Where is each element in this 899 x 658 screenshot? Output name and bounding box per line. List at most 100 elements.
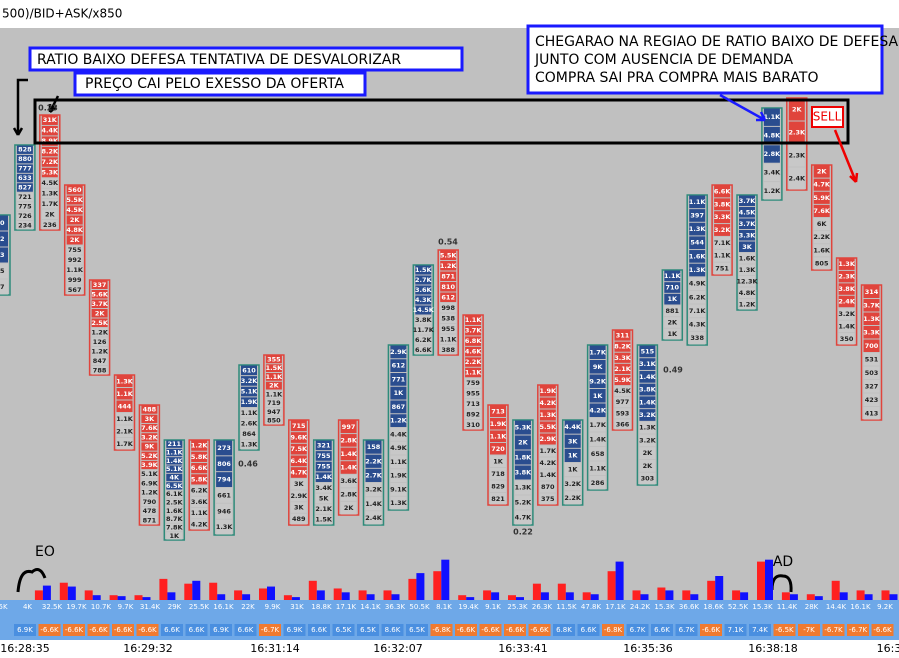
- volume-label: 26.3K: [532, 603, 553, 611]
- cell-label: 2.8K: [340, 491, 358, 499]
- cell: [91, 366, 108, 375]
- cell-label: 50: [0, 219, 5, 227]
- cell: [863, 285, 880, 298]
- delta-label: -6.6K: [65, 626, 84, 634]
- time-label: 16:3: [877, 642, 899, 655]
- cell-label: 567: [68, 286, 82, 294]
- cell: [216, 456, 233, 472]
- annotation: PREÇO CAI PELO EXESSO DA OFERTA: [85, 76, 344, 92]
- cell: [41, 115, 58, 125]
- cell-label: 3.8K: [415, 316, 433, 324]
- cell: [216, 519, 233, 535]
- cell-label: 593: [616, 409, 630, 417]
- cell-label: 2.9K: [390, 348, 408, 356]
- cell-label: 5.3K: [42, 169, 60, 177]
- cell-label: 1.6K: [813, 246, 831, 254]
- cell-label: 286: [591, 479, 605, 487]
- bid-bar: [283, 595, 292, 600]
- cell-label: 719: [267, 399, 281, 407]
- ask-bar: [540, 592, 549, 600]
- cell-label: 5K: [319, 494, 330, 502]
- header: 500)/BID+ASK/x850: [2, 7, 122, 21]
- cell: [465, 378, 482, 388]
- ask-bar: [590, 594, 599, 600]
- cell-label: 3.2K: [639, 411, 657, 419]
- cell-label: 1.5K: [266, 364, 284, 372]
- cell-label: 3.4K: [315, 484, 333, 492]
- cell: [415, 345, 432, 355]
- cell-label: 1.3K: [863, 315, 881, 323]
- cell-label: 755: [317, 452, 331, 460]
- cell: [241, 429, 257, 439]
- cell-label: 755: [317, 463, 331, 471]
- candle-body: [412, 264, 435, 356]
- cell: [91, 347, 108, 356]
- cell-label: 1.7K: [589, 348, 607, 356]
- cell-label: 17: [0, 283, 5, 291]
- cell-label: 560: [68, 186, 82, 194]
- cell-label: 7.2K: [42, 158, 60, 166]
- cell: [415, 325, 432, 335]
- cell: [838, 283, 855, 295]
- cell-label: 2.2K: [564, 494, 582, 502]
- delta-label: -6.7K: [849, 626, 868, 634]
- ask-bar: [765, 559, 773, 600]
- cell-label: 1.9K: [241, 398, 259, 406]
- candle-body: [611, 329, 634, 431]
- volume-label: 28K: [805, 603, 819, 611]
- cell: [589, 345, 606, 359]
- cell: [315, 472, 332, 482]
- cell: [689, 209, 706, 222]
- cell: [141, 423, 158, 433]
- cell-label: 1.1K: [266, 373, 284, 381]
- cell: [589, 461, 606, 475]
- cell-label: 718: [491, 470, 505, 478]
- cell-label: 1.7K: [589, 421, 607, 429]
- candle-body: [238, 364, 260, 451]
- cell: [16, 145, 33, 154]
- cell: [91, 337, 108, 346]
- cell-label: 2.3K: [789, 129, 807, 137]
- delta-box: [553, 624, 575, 636]
- price-label: 0.23: [38, 104, 58, 113]
- cell: [664, 270, 681, 282]
- cell-label: 444: [118, 402, 132, 410]
- cell-label: 1.1K: [589, 464, 607, 472]
- bid-bar: [109, 595, 118, 600]
- cell: [514, 450, 531, 465]
- cell-label: 871: [441, 272, 455, 280]
- cell-label: 1.4K: [838, 322, 856, 330]
- volume-label: 19.7K: [66, 603, 87, 611]
- cell: [166, 482, 183, 490]
- cell: [440, 271, 457, 281]
- cell-label: 3.3K: [714, 213, 732, 221]
- cell-label: 867: [392, 403, 406, 411]
- cell: [564, 420, 581, 434]
- cell-label: 1.2K: [440, 262, 458, 270]
- delta-box: [283, 624, 306, 636]
- cell: [340, 474, 357, 488]
- cell-label: 4.7K: [515, 514, 533, 522]
- cell-label: 3.2K: [141, 433, 159, 441]
- ask-bar: [242, 594, 251, 600]
- cell-label: 870: [541, 483, 555, 491]
- delta-box: [63, 624, 85, 636]
- cell: [315, 440, 332, 451]
- cell-label: 2.4K: [789, 175, 807, 183]
- cell: [539, 469, 556, 481]
- cell-label: 6.2K: [415, 336, 433, 344]
- cell-label: 5.1K: [141, 470, 159, 478]
- bid-bar: [458, 595, 467, 600]
- cell: [415, 315, 432, 325]
- cell: [166, 523, 183, 532]
- cell-label: 1.6K: [739, 254, 757, 262]
- cell: [863, 326, 880, 339]
- price-label: 0.49: [663, 366, 683, 375]
- cell: [664, 293, 681, 305]
- candle-body: [661, 269, 684, 341]
- cell-label: 3.2K: [714, 226, 732, 234]
- delta-label: 7.1K: [728, 626, 744, 634]
- cell: [838, 258, 855, 270]
- cell-label: 3.6K: [191, 498, 209, 506]
- annotation: COMPRA SAI PRA COMPRA MAIS BARATO: [535, 70, 818, 86]
